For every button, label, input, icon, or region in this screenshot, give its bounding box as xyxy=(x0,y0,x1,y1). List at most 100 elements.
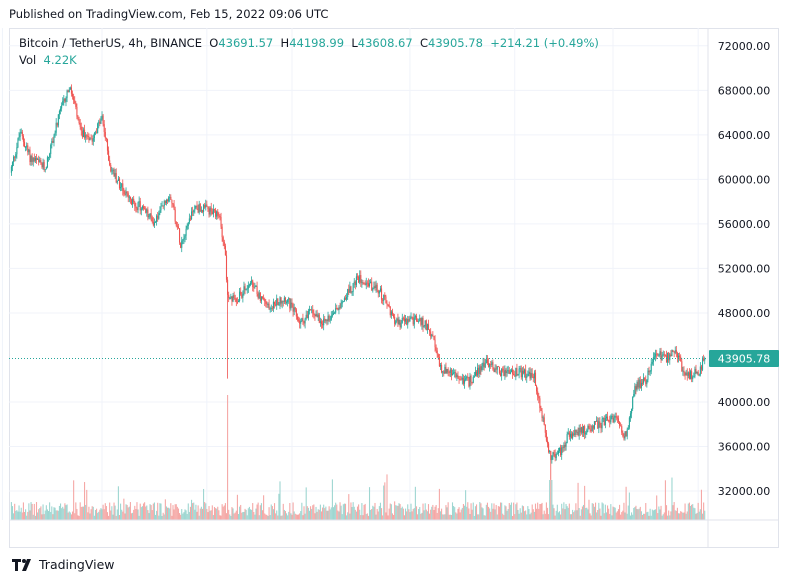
volume-bar xyxy=(359,509,361,520)
candle-body xyxy=(473,376,475,377)
footer-brand[interactable]: TradingView xyxy=(12,557,115,572)
candle-body xyxy=(137,202,139,210)
candle-body xyxy=(383,295,385,301)
volume-bar xyxy=(213,506,216,520)
volume-bar xyxy=(658,506,660,520)
volume-bar xyxy=(10,502,12,520)
volume-bar xyxy=(210,510,212,520)
time-tick-label: Nov xyxy=(0,528,14,541)
volume-bar xyxy=(679,513,681,520)
chart-frame[interactable] xyxy=(9,28,779,548)
candle-body xyxy=(301,318,303,322)
volume-bar xyxy=(677,513,680,520)
volume-bar xyxy=(282,503,284,520)
volume-bar xyxy=(703,502,705,520)
volume-bar xyxy=(20,507,22,520)
symbol-title[interactable]: Bitcoin / TetherUS, 4h, BINANCE xyxy=(19,36,202,50)
candle-body xyxy=(652,357,654,363)
volume-bar xyxy=(584,485,586,520)
candle-body xyxy=(576,431,578,433)
volume-bar xyxy=(80,506,82,520)
candle-body xyxy=(249,282,252,285)
volume-bar xyxy=(516,502,518,520)
candle-body xyxy=(395,321,397,324)
volume-bar xyxy=(273,503,276,520)
candle-body xyxy=(552,452,554,456)
volume-bar xyxy=(162,512,164,520)
volume-bar xyxy=(553,508,555,520)
volume-bar xyxy=(529,514,531,520)
candle-body xyxy=(447,369,449,373)
candle-body xyxy=(525,369,527,378)
volume-bar xyxy=(153,502,155,520)
candle-body xyxy=(330,315,332,320)
candle-body xyxy=(176,225,178,227)
candle-body xyxy=(162,205,164,207)
candle-body xyxy=(359,275,361,283)
volume-bar xyxy=(38,509,40,520)
volume-bar xyxy=(562,508,564,520)
volume-bar xyxy=(22,502,24,520)
volume-bar xyxy=(59,503,62,520)
high-label: H xyxy=(280,36,290,50)
candle-body xyxy=(528,371,530,374)
time-tick-label: 14 xyxy=(691,528,705,541)
candle-body xyxy=(563,445,565,448)
candle-body xyxy=(172,203,174,205)
candle-body xyxy=(153,222,155,226)
candle-body xyxy=(175,221,177,226)
candle-body xyxy=(313,313,315,315)
volume-bar xyxy=(310,506,312,520)
candle-body xyxy=(540,408,542,411)
candle-body xyxy=(121,183,123,188)
volume-bar xyxy=(21,512,23,520)
low-label: L xyxy=(351,36,358,50)
candle-body xyxy=(182,239,184,241)
volume-bar xyxy=(256,504,258,520)
volume-bar xyxy=(437,508,439,520)
candle-body xyxy=(657,354,659,356)
volume-bar xyxy=(456,513,458,520)
volume-bar xyxy=(37,512,39,520)
volume-bar xyxy=(103,509,105,520)
volume-bar xyxy=(371,508,373,520)
candle-body xyxy=(692,376,694,380)
volume-bar xyxy=(290,513,292,520)
volume-bar xyxy=(564,509,566,520)
candle-body xyxy=(518,368,520,375)
volume-bar xyxy=(486,502,488,520)
candle-body xyxy=(338,307,340,310)
volume-bar xyxy=(375,514,377,520)
volume-bar xyxy=(64,503,66,520)
volume-bar xyxy=(127,507,129,520)
volume-bar xyxy=(181,509,183,520)
volume-bar xyxy=(425,509,427,520)
candle-body xyxy=(551,455,553,461)
candle-body xyxy=(501,368,503,376)
candle-body xyxy=(259,292,261,301)
candle-body xyxy=(316,314,318,318)
candle-body xyxy=(192,211,194,213)
volume-bar xyxy=(596,512,598,520)
volume-bar xyxy=(75,502,77,520)
candle-body xyxy=(448,372,450,374)
candle-body xyxy=(52,140,54,143)
candle-body xyxy=(278,304,280,306)
volume-bar xyxy=(494,509,496,520)
volume-bar xyxy=(492,508,494,520)
candle-body xyxy=(554,454,556,459)
volume-bar xyxy=(186,513,188,520)
volume-bar xyxy=(675,510,677,520)
candle-body xyxy=(701,358,704,370)
candle-body xyxy=(392,314,395,317)
candle-body xyxy=(336,308,338,309)
candle-body xyxy=(129,196,131,200)
candle-body xyxy=(633,394,635,398)
candle-body xyxy=(105,138,107,140)
volume-bar xyxy=(670,511,672,520)
candle-body xyxy=(150,213,152,218)
volume-bar xyxy=(639,506,641,520)
candle-body xyxy=(188,218,190,223)
volume-bar xyxy=(392,514,395,520)
